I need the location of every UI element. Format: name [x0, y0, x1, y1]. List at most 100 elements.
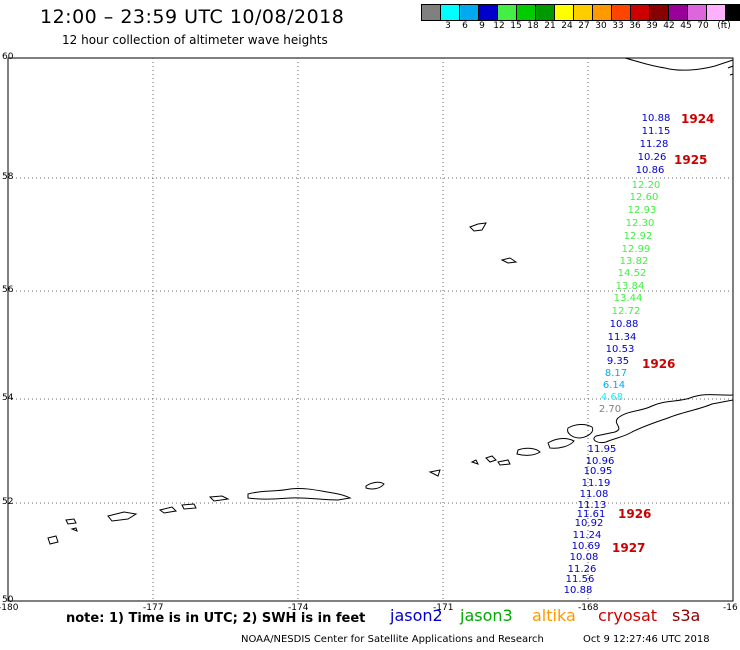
latitude-tick-label: 52: [2, 497, 14, 507]
units-note: note: 1) Time is in UTC; 2) SWH is in fe…: [66, 611, 366, 626]
amlia-island: [428, 469, 441, 477]
color-scale-label: (ft): [717, 21, 731, 31]
kiska-island: [158, 506, 178, 514]
color-scale-label: 39: [646, 21, 658, 31]
wave-height-reading: 11.95: [588, 444, 617, 455]
map-frame: [7, 57, 734, 602]
wave-height-reading: 10.96: [586, 456, 615, 467]
wave-height-reading: 10.92: [575, 518, 604, 529]
wave-height-reading: 12.93: [628, 205, 657, 216]
wave-height-reading: 11.15: [642, 126, 671, 137]
color-scale-label: 3: [445, 21, 451, 31]
wave-height-reading: 11.19: [582, 478, 611, 489]
color-scale-label: 27: [578, 21, 590, 31]
andreanof-islands: [247, 488, 352, 501]
unalaska-island: [547, 438, 575, 449]
generation-timestamp: Oct 9 12:27:46 UTC 2018: [583, 634, 710, 645]
legend-item-jason2: jason2: [390, 606, 443, 625]
pass-time-label: 1926: [642, 357, 675, 371]
wave-height-reading: 12.20: [632, 180, 661, 191]
wave-height-reading: 10.95: [584, 466, 613, 477]
color-scale-label: 12: [493, 21, 505, 31]
wave-height-reading: 4.68: [601, 392, 623, 403]
near-islands-west: [107, 511, 138, 522]
wave-height-reading: 12.92: [624, 231, 653, 242]
page-title: 12:00 – 23:59 UTC 10/08/2018: [40, 6, 345, 28]
wave-height-reading: 12.60: [630, 192, 659, 203]
legend-item-s3a: s3a: [672, 606, 701, 625]
longitude-tick-label: -174: [288, 603, 309, 613]
wave-height-reading: 2.70: [599, 404, 621, 415]
wave-height-reading: 11.28: [640, 139, 669, 150]
wave-height-reading: 10.88: [642, 113, 671, 124]
wave-height-reading: 10.86: [636, 165, 665, 176]
color-scale-label: 33: [612, 21, 624, 31]
longitude-tick-label: -180: [0, 603, 19, 613]
pass-time-label: 1924: [681, 112, 714, 126]
credit-line: NOAA/NESDIS Center for Satellite Applica…: [241, 634, 544, 645]
longitude-tick-label: -171: [433, 603, 454, 613]
wave-height-reading: 10.08: [570, 552, 599, 563]
wave-height-reading: 8.17: [605, 368, 627, 379]
wave-height-reading: 12.30: [626, 218, 655, 229]
pass-time-labels: 1924 1925 1926 1926 1927: [612, 112, 714, 555]
wave-height-reading: 11.24: [573, 530, 602, 541]
page-subtitle: 12 hour collection of altimeter wave hei…: [62, 33, 328, 47]
legend-item-cryosat: cryosat: [598, 606, 658, 625]
color-scale-label: 30: [595, 21, 607, 31]
legend-item-jason3: jason3: [460, 606, 513, 625]
longitude-tick-label: -177: [143, 603, 164, 613]
color-swatch-16: [725, 4, 740, 21]
unimak-island: [567, 424, 594, 439]
wave-height-reading: 14.52: [618, 268, 647, 279]
color-scale-label: 24: [561, 21, 573, 31]
color-scale-label: 15: [510, 21, 522, 31]
lat-lon-grid: [7, 57, 734, 602]
latitude-tick-label: 60: [2, 52, 14, 62]
wave-height-reading: 11.56: [566, 574, 595, 585]
wave-height-reading: 13.44: [614, 293, 643, 304]
wave-height-reading: 10.26: [638, 152, 667, 163]
mainland-coast: [624, 57, 734, 71]
legend-item-altika: altika: [532, 606, 576, 625]
wave-height-reading: 10.53: [606, 344, 635, 355]
pass-time-label: 1927: [612, 541, 645, 555]
atka-island: [365, 481, 385, 490]
saint-paul-island: [469, 222, 487, 232]
color-scale-bar: [421, 4, 740, 21]
wave-height-reading: 9.35: [607, 356, 629, 367]
wave-height-reading: 6.14: [603, 380, 625, 391]
wave-height-reading: 10.88: [564, 585, 593, 596]
latitude-tick-label: 58: [2, 172, 14, 182]
color-scale-label: 9: [479, 21, 485, 31]
color-scale-label: 6: [462, 21, 468, 31]
umnak-island: [516, 447, 541, 456]
wave-height-reading: 12.99: [622, 244, 651, 255]
wave-height-reading: 13.82: [620, 256, 649, 267]
color-scale-label: 42: [663, 21, 675, 31]
color-scale-label: 36: [629, 21, 641, 31]
latitude-tick-label: 54: [2, 393, 14, 403]
wave-height-reading: 11.61: [577, 509, 606, 520]
color-scale-label: 70: [697, 21, 709, 31]
commander-islands: [47, 535, 59, 545]
rat-islands: [181, 495, 230, 510]
alaska-peninsula: [593, 394, 734, 443]
wave-height-reading: 11.34: [608, 332, 637, 343]
east-peninsula-edge: [727, 65, 734, 76]
longitude-tick-label: -168: [578, 603, 599, 613]
color-scale-label: 18: [527, 21, 539, 31]
wave-height-reading: 10.88: [610, 319, 639, 330]
attu-island: [65, 518, 78, 532]
pass-time-label: 1925: [674, 153, 707, 167]
yunaska-island: [497, 459, 511, 466]
wave-height-reading: 12.72: [612, 306, 641, 317]
islands-of-four-mountains: [470, 455, 497, 465]
saint-george-island: [500, 257, 518, 264]
wave-height-reading: 11.08: [580, 489, 609, 500]
color-scale-label: 45: [680, 21, 692, 31]
wave-height-reading: 11.13: [578, 500, 607, 511]
longitude-tick-label: -16: [723, 603, 738, 613]
